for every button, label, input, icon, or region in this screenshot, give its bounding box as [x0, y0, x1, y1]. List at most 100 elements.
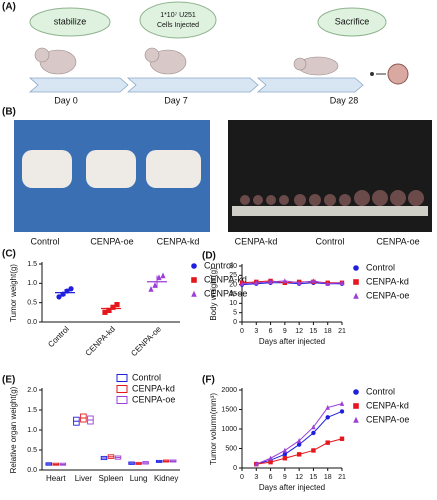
group-label: CENPA-kd [157, 236, 200, 246]
bubble [317, 7, 387, 37]
marker [282, 447, 288, 453]
x-tick-label: 9 [283, 328, 287, 335]
x-tick-label: 18 [324, 328, 332, 335]
group-label: Control [315, 236, 344, 246]
y-tick-label: 25 [229, 272, 237, 279]
y-tick-label: 1.0 [27, 280, 37, 287]
marker [254, 280, 259, 285]
y-tick-label: 1000 [221, 426, 237, 433]
y-tick-label: 10 [229, 300, 237, 307]
x-tick-label: Liver [75, 474, 93, 483]
group-label: CENPA-oe [376, 236, 419, 246]
marker [191, 263, 197, 269]
x-tick-label: 15 [310, 328, 318, 335]
day-label: Day 0 [54, 95, 78, 105]
x-tick-label: Kidney [154, 474, 178, 483]
y-tick-label: 1.5 [27, 407, 37, 414]
marker [325, 404, 330, 410]
legend-swatch [116, 374, 128, 382]
x-tick-label: Spleen [99, 474, 124, 483]
x-tick-label: 18 [324, 474, 332, 481]
y-axis-label: Relative organ weight(g) [9, 386, 18, 473]
marker [353, 416, 359, 423]
marker [339, 436, 345, 441]
ruler [232, 206, 428, 216]
marker [160, 272, 166, 279]
x-tick-label: 21 [338, 474, 346, 481]
marker [339, 400, 345, 406]
y-tick-label: 0.5 [27, 447, 37, 454]
mice [34, 47, 339, 76]
x-tick-label: 6 [269, 328, 273, 335]
legend-label: CENPA-oe [132, 394, 175, 404]
marker [282, 278, 288, 284]
y-tick-label: 15 [229, 291, 237, 298]
x-tick-label: 12 [295, 328, 303, 335]
y-axis-label: Tumor weight(g) [9, 264, 18, 322]
marker [268, 279, 273, 285]
legend-label: CENPA-oe [366, 414, 409, 424]
x-tick-label: 6 [269, 474, 273, 481]
bubble-text: stabilize [54, 16, 87, 26]
panel-label: (B) [2, 107, 16, 118]
legend-label: Control [204, 260, 233, 270]
group-label: CENPA-kd [235, 236, 278, 246]
x-tick-label: 3 [254, 328, 258, 335]
marker [353, 265, 359, 271]
day-label: Day 7 [164, 95, 188, 105]
marker [296, 438, 302, 443]
marker [296, 452, 302, 457]
marker [152, 282, 158, 288]
bubble-text: Sacrifice [335, 16, 370, 26]
marker [353, 389, 359, 395]
y-tick-label: 0.0 [27, 467, 37, 474]
legend-label: Control [366, 262, 395, 272]
panel-label: (C) [2, 249, 16, 260]
marker [102, 309, 108, 315]
x-tick-label: 21 [338, 328, 346, 335]
y-tick-label: 0 [233, 465, 237, 472]
marker [311, 448, 316, 453]
panel-label: (D) [202, 251, 216, 262]
panel-label: (A) [2, 2, 16, 13]
legend-swatch [116, 396, 128, 404]
bubble [29, 7, 111, 37]
bubble-text: Cells Injected [157, 22, 199, 29]
marker [296, 280, 302, 285]
marker [106, 307, 112, 313]
marker [268, 455, 273, 461]
marker [239, 281, 245, 286]
marker [339, 280, 345, 285]
y-tick-label: 0.5 [27, 300, 37, 307]
x-tick-label: 3 [254, 474, 258, 481]
line [241, 280, 343, 285]
x-axis-label: Days after injected [259, 337, 325, 346]
marker [353, 292, 359, 299]
marker [268, 459, 273, 465]
marker [114, 302, 120, 308]
marker [325, 415, 330, 420]
legend-swatch [116, 385, 128, 393]
bubble [139, 1, 217, 39]
legend-label: CENPA-kd [366, 276, 409, 286]
y-tick-label: 0 [233, 319, 237, 326]
tumor-cell [387, 63, 409, 85]
marker [56, 294, 62, 300]
group-label: Control [30, 236, 59, 246]
y-tick-label: 1.5 [27, 261, 37, 268]
marker [191, 290, 197, 297]
legend-label: CENPA-kd [204, 274, 247, 284]
tumor [370, 72, 374, 76]
y-tick-label: 5 [233, 310, 237, 317]
legend-label: Control [366, 386, 395, 396]
x-tick-label: Lung [130, 474, 148, 483]
y-tick-label: 1.0 [27, 427, 37, 434]
legend-label: CENPA-oe [366, 290, 409, 300]
marker [325, 440, 330, 445]
x-axis-label: Days after injected [259, 483, 325, 492]
y-tick-label: 2.0 [27, 387, 37, 394]
mice-photo [22, 150, 201, 188]
marker [353, 403, 359, 409]
marker [282, 452, 288, 457]
